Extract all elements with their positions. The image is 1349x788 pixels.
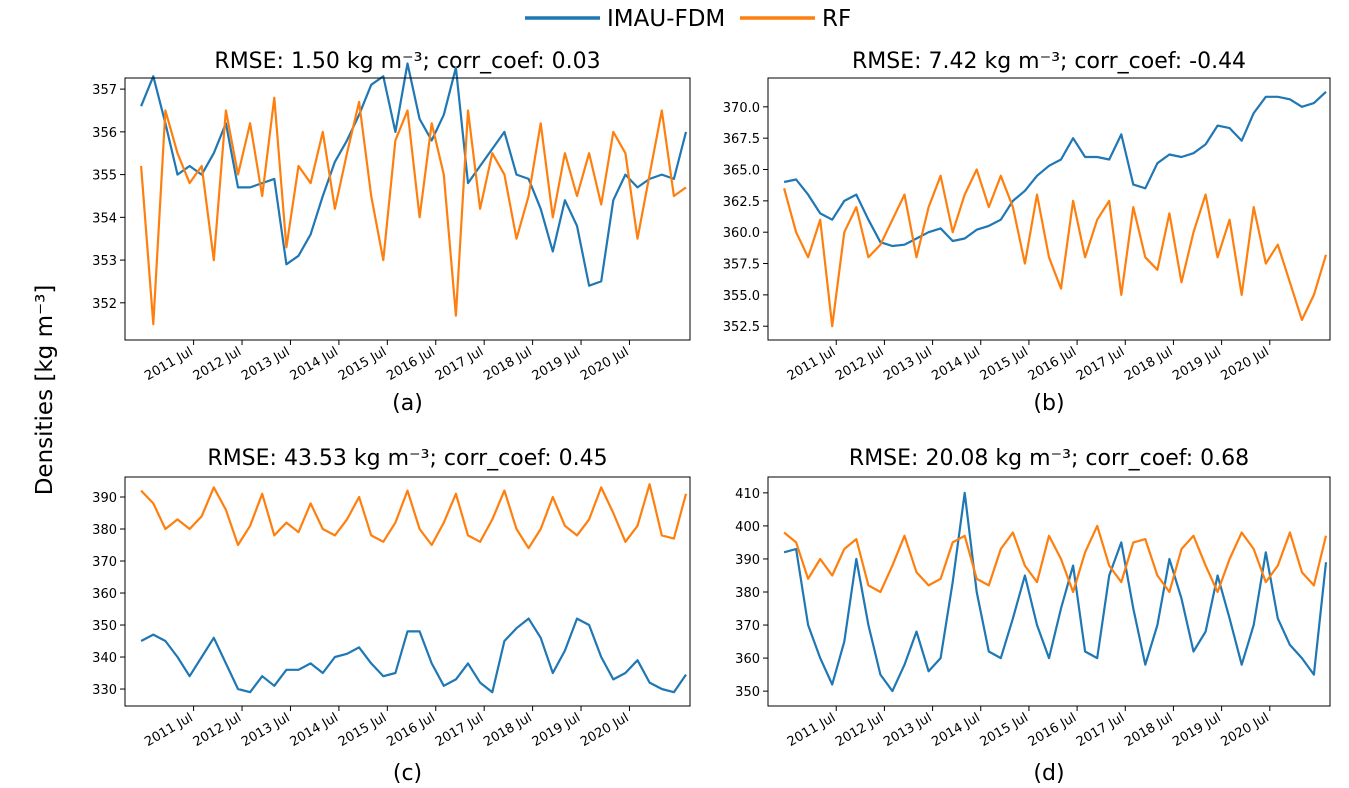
panel-title: RMSE: 43.53 kg m⁻³; corr_coef: 0.45 [207,446,607,471]
y-tick-label: 330 [92,683,117,698]
y-tick-label: 380 [735,586,760,601]
plot-frame [124,476,691,707]
y-tick-label: 367.5 [723,132,760,147]
x-tick-label: 2014 Jul [929,710,982,749]
y-tick-label: 355.0 [723,289,760,304]
y-tick-label: 352.5 [723,320,760,335]
x-tick-label: 2019 Jul [1170,710,1223,749]
plot-frame [767,77,1331,341]
panel-title: RMSE: 20.08 kg m⁻³; corr_coef: 0.68 [849,446,1249,471]
y-tick-label: 410 [735,487,760,502]
x-tick-label: 2016 Jul [1026,710,1079,749]
y-tick-label: 360 [92,587,117,602]
series-line [140,483,688,550]
plot-frame [124,77,691,341]
y-tick-label: 390 [92,491,117,506]
y-tick-label: 357.5 [723,258,760,273]
x-tick-label: 2012 Jul [833,710,886,749]
panel-title: RMSE: 7.42 kg m⁻³; corr_coef: -0.44 [852,49,1246,74]
panel-caption: (a) [392,391,423,416]
x-tick-label: 2018 Jul [481,710,534,749]
legend-label: IMAU-FDM [607,6,725,32]
y-tick-label: 350 [735,685,760,700]
y-tick-label: 353 [92,254,117,269]
x-tick-label: 2017 Jul [1074,344,1127,383]
y-tick-label: 390 [735,553,760,568]
series-line [783,524,1328,594]
x-tick-label: 2011 Jul [785,344,838,383]
y-tick-label: 370 [735,619,760,634]
y-tick-label: 365.0 [723,164,760,179]
x-tick-label: 2020 Jul [1218,710,1271,749]
x-tick-label: 2014 Jul [929,344,982,383]
x-tick-label: 2017 Jul [433,710,486,749]
x-tick-label: 2020 Jul [578,710,631,749]
x-tick-label: 2013 Jul [239,710,292,749]
x-tick-label: 2017 Jul [1074,710,1127,749]
x-tick-label: 2017 Jul [433,344,486,383]
x-tick-label: 2013 Jul [881,710,934,749]
y-tick-label: 400 [735,520,760,535]
x-tick-label: 2014 Jul [288,710,341,749]
x-tick-label: 2016 Jul [384,344,437,383]
x-tick-label: 2019 Jul [1170,344,1223,383]
series-line [783,168,1328,328]
plot-frame [767,476,1331,707]
x-tick-label: 2018 Jul [1122,710,1175,749]
panel-caption: (b) [1033,391,1064,416]
series-line [140,62,688,287]
x-tick-label: 2011 Jul [785,710,838,749]
series-line [783,491,1328,693]
y-tick-label: 370.0 [723,101,760,116]
series-line [140,96,687,326]
y-tick-label: 380 [92,523,117,538]
y-tick-label: 352 [92,297,117,312]
x-tick-label: 2018 Jul [1122,344,1175,383]
y-tick-label: 360 [735,652,760,667]
legend-label: RF [822,6,851,32]
x-tick-label: 2012 Jul [833,344,886,383]
y-tick-label: 340 [92,651,117,666]
x-tick-label: 2020 Jul [578,344,631,383]
x-tick-label: 2016 Jul [384,710,437,749]
y-tick-label: 362.5 [723,195,760,210]
x-tick-label: 2020 Jul [1218,344,1271,383]
y-tick-label: 356 [92,126,117,141]
y-tick-label: 355 [92,169,117,184]
x-tick-label: 2016 Jul [1026,344,1079,383]
series-line [783,90,1327,248]
x-tick-label: 2015 Jul [978,344,1031,383]
x-tick-label: 2014 Jul [288,344,341,383]
panel-title: RMSE: 1.50 kg m⁻³; corr_coef: 0.03 [214,49,600,74]
x-tick-label: 2019 Jul [530,710,583,749]
x-tick-label: 2011 Jul [142,344,195,383]
x-tick-label: 2012 Jul [191,710,244,749]
x-tick-label: 2019 Jul [530,344,583,383]
x-tick-label: 2011 Jul [142,710,195,749]
y-tick-label: 360.0 [723,226,760,241]
x-tick-label: 2013 Jul [881,344,934,383]
x-tick-label: 2013 Jul [239,344,292,383]
y-tick-label: 370 [92,555,117,570]
y-tick-label: 354 [92,211,117,226]
x-tick-label: 2012 Jul [191,344,244,383]
x-tick-label: 2015 Jul [336,710,389,749]
y-axis-label: Densities [kg m⁻³] [32,285,58,496]
x-tick-label: 2015 Jul [978,710,1031,749]
x-tick-label: 2015 Jul [336,344,389,383]
panel-caption: (c) [393,761,422,786]
y-tick-label: 350 [92,619,117,634]
series-line [140,617,687,694]
panel-caption: (d) [1033,761,1064,786]
x-tick-label: 2018 Jul [481,344,534,383]
y-tick-label: 357 [92,83,117,98]
